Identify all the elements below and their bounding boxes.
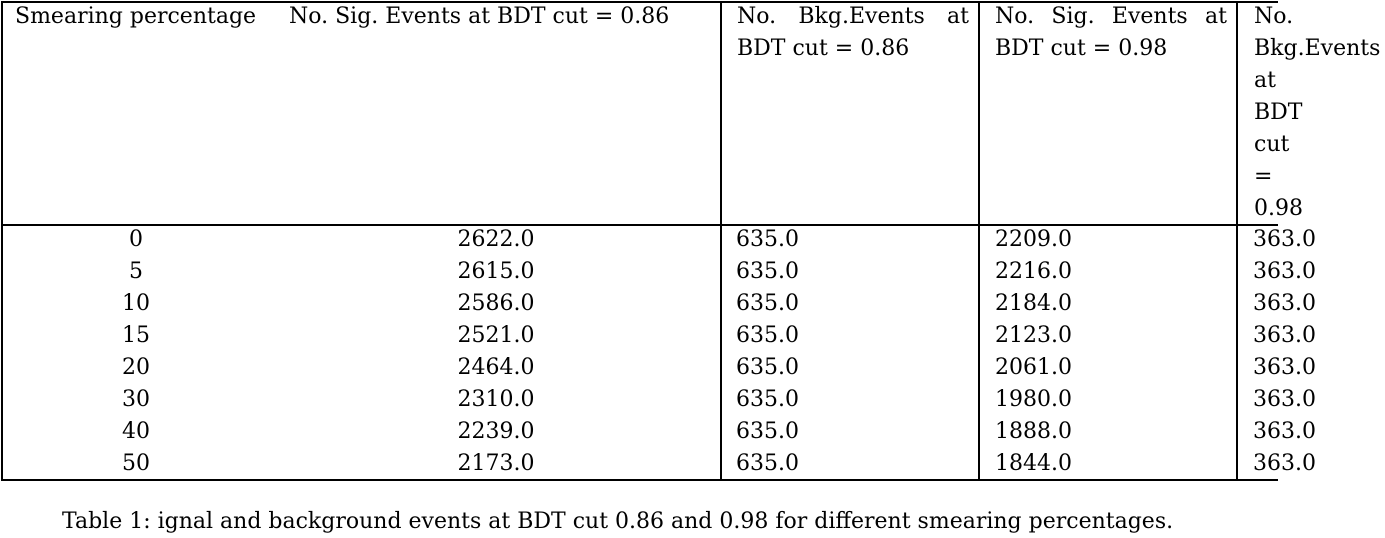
header-word: 0.98 (1254, 196, 1303, 221)
table-cell: 635.0 (736, 387, 799, 412)
table-left-rule (1, 1, 3, 481)
table-cell: 1844.0 (995, 451, 1072, 476)
table-row: 50 2173.0 635.0 1844.0 363.0 (1, 448, 1316, 480)
table-cell: 2310.0 (457, 387, 535, 412)
table-caption: Table 1: ignal and background events at … (62, 509, 1174, 534)
header-bkg-events-086: No. Bkg.Events at BDT cut = 0.86 (737, 4, 969, 61)
header-word: BDT (1254, 100, 1303, 125)
results-table: Smearing percentage No. Sig. Events at B… (1, 1, 1380, 481)
table-cell: 2521.0 (457, 323, 535, 348)
table-cell: 363.0 (1253, 451, 1316, 476)
table-row: 15 2521.0 635.0 2123.0 363.0 (1, 320, 1316, 352)
header-bkg-events-098: No. Bkg.Events at BDT cut = 0.98 (1254, 1, 1385, 225)
table-cell: 363.0 (1253, 259, 1316, 284)
column-divider (1236, 1, 1238, 481)
table-cell: 50 (122, 451, 150, 476)
table-body: 0 2622.0 635.0 2209.0 363.0 5 2615.0 635.0 2216.… (1, 224, 1316, 480)
table-cell: 2586.0 (457, 291, 535, 316)
table-cell: 635.0 (736, 355, 799, 380)
table-cell: 363.0 (1253, 387, 1316, 412)
table-cell: 363.0 (1253, 227, 1316, 252)
table-cell: 635.0 (736, 323, 799, 348)
column-divider (978, 1, 980, 481)
column-divider (720, 1, 722, 481)
table-row: 40 2239.0 635.0 1888.0 363.0 (1, 416, 1316, 448)
table-cell: 635.0 (736, 259, 799, 284)
header-word: cut (1254, 132, 1290, 157)
table-row: 0 2622.0 635.0 2209.0 363.0 (1, 224, 1316, 256)
table-cell: 1888.0 (995, 419, 1072, 444)
header-sig-events-098: No. Sig. Events at BDT cut = 0.98 (995, 4, 1227, 61)
header-smearing-percentage: Smearing percentage (15, 4, 257, 29)
table-bottom-rule (1, 479, 1278, 481)
header-rule (1, 224, 1278, 226)
table-cell: 635.0 (736, 227, 799, 252)
table-cell: 40 (122, 419, 150, 444)
table-cell: 2615.0 (457, 259, 535, 284)
table-cell: 15 (122, 323, 150, 348)
table-cell: 635.0 (736, 419, 799, 444)
table-row: 5 2615.0 635.0 2216.0 363.0 (1, 256, 1316, 288)
table-cell: 2622.0 (457, 227, 535, 252)
table-cell: 2123.0 (995, 323, 1072, 348)
table-top-rule (1, 1, 1278, 3)
table-cell: 363.0 (1253, 323, 1316, 348)
table-cell: 2216.0 (995, 259, 1072, 284)
table-cell: 2209.0 (995, 227, 1072, 252)
table-cell: 5 (129, 259, 143, 284)
table-cell: 635.0 (736, 291, 799, 316)
table-cell: 635.0 (736, 451, 799, 476)
table-cell: 2184.0 (995, 291, 1072, 316)
header-word: = (1254, 164, 1273, 189)
header-word: No. (1254, 4, 1294, 29)
table-cell: 2173.0 (457, 451, 535, 476)
table-cell: 363.0 (1253, 291, 1316, 316)
table-cell: 0 (129, 227, 143, 252)
table-cell: 10 (122, 291, 150, 316)
table-cell: 20 (122, 355, 150, 380)
table-row: 30 2310.0 635.0 1980.0 363.0 (1, 384, 1316, 416)
table-row: 20 2464.0 635.0 2061.0 363.0 (1, 352, 1316, 384)
table-row: 10 2586.0 635.0 2184.0 363.0 (1, 288, 1316, 320)
table-cell: 2239.0 (457, 419, 535, 444)
table-cell: 363.0 (1253, 355, 1316, 380)
table-cell: 30 (122, 387, 150, 412)
header-word: at (1254, 68, 1276, 93)
table-cell: 1980.0 (995, 387, 1072, 412)
header-word: Bkg.Events (1254, 36, 1381, 61)
header-sig-events-086: No. Sig. Events at BDT cut = 0.86 (289, 4, 670, 29)
table-cell: 2061.0 (995, 355, 1072, 380)
table-cell: 363.0 (1253, 419, 1316, 444)
table-cell: 2464.0 (457, 355, 535, 380)
